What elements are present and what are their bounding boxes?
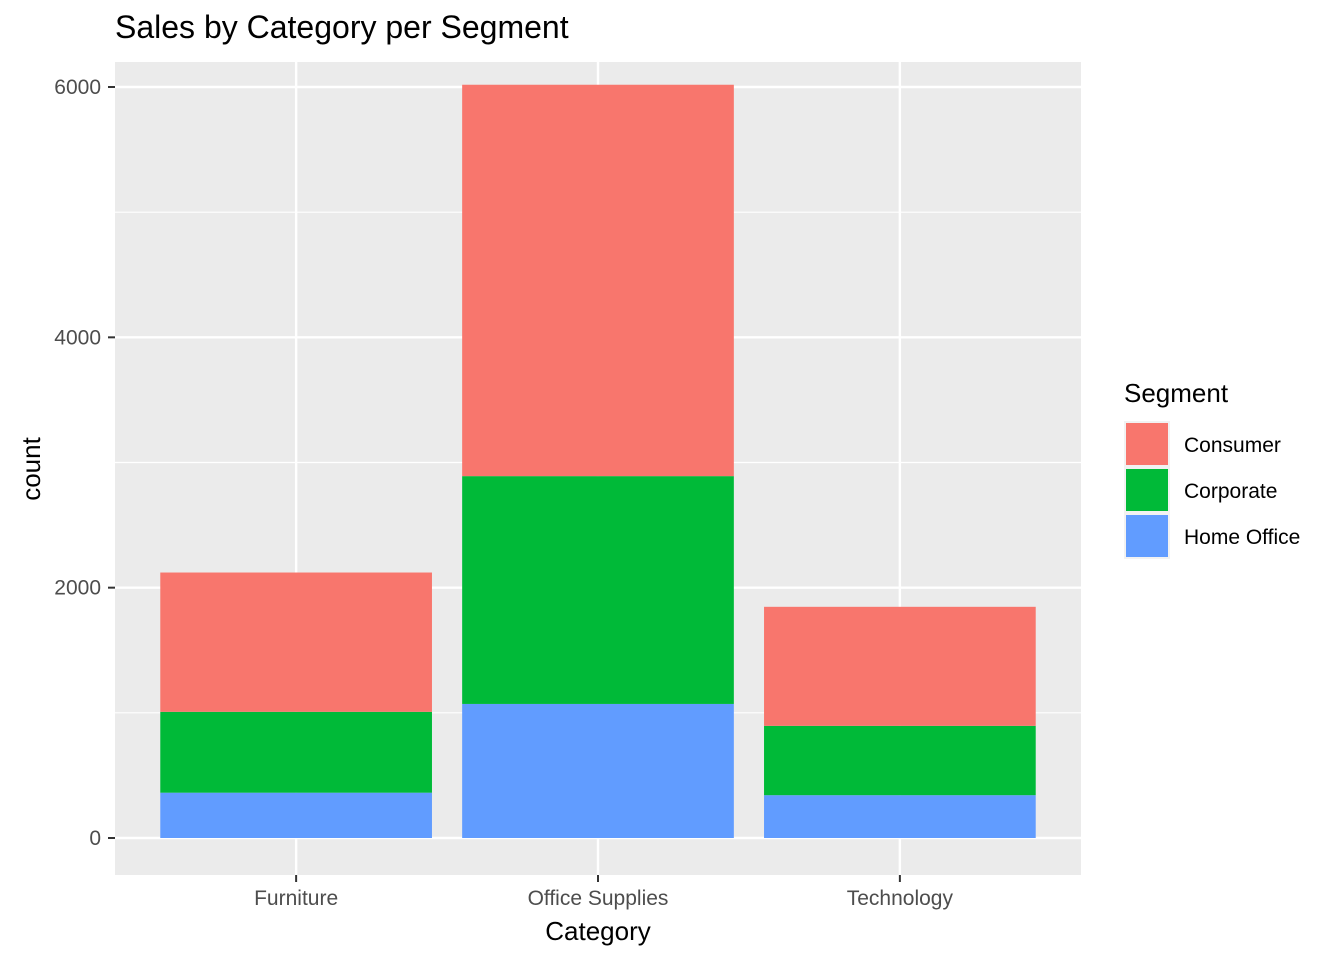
bar-corporate-furniture [160, 711, 432, 793]
y-tick-label: 0 [89, 827, 101, 850]
y-axis: 0 2000 4000 6000 [54, 76, 115, 850]
y-tick-label: 2000 [54, 577, 101, 600]
bar-corporate-technology [764, 725, 1036, 796]
y-tick-label: 6000 [54, 76, 101, 99]
x-tick-label: Technology [847, 887, 954, 910]
bar-corporate-office-supplies [462, 476, 734, 704]
chart-title: Sales by Category per Segment [115, 9, 569, 45]
legend-swatch-consumer [1126, 423, 1168, 465]
x-axis-title: Category [545, 916, 651, 946]
bar-home-office-technology [764, 795, 1036, 838]
legend-label: Home Office [1184, 526, 1300, 549]
y-axis-title: count [16, 436, 46, 500]
bar-consumer-technology [764, 606, 1036, 726]
legend-label: Corporate [1184, 480, 1277, 503]
bars-group [160, 84, 1036, 838]
bar-home-office-furniture [160, 792, 432, 838]
bar-consumer-office-supplies [462, 84, 734, 477]
legend-swatch-corporate [1126, 469, 1168, 511]
legend-label: Consumer [1184, 434, 1281, 457]
bar-home-office-office-supplies [462, 703, 734, 838]
x-tick-label: Furniture [254, 887, 338, 910]
x-axis: Furniture Office Supplies Technology [254, 875, 953, 910]
legend: Segment Consumer Corporate Home Office [1124, 378, 1300, 559]
legend-swatch-home-office [1126, 515, 1168, 557]
legend-items: Consumer Corporate Home Office [1124, 421, 1300, 559]
y-tick-label: 4000 [54, 326, 101, 349]
x-tick-label: Office Supplies [528, 887, 669, 910]
legend-title: Segment [1124, 378, 1229, 408]
bar-consumer-furniture [160, 572, 432, 712]
